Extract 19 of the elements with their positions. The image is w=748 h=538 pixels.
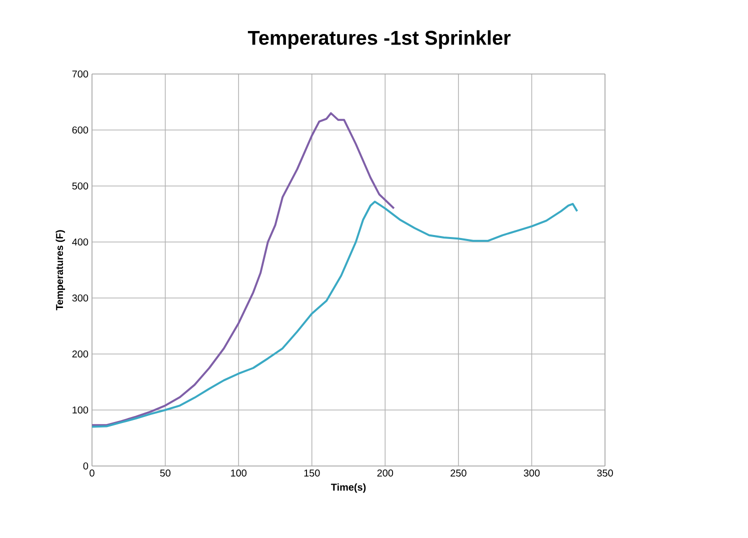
y-tick-label: 200 [72,350,88,358]
x-tick-label: 250 [450,470,466,477]
x-tick-label: 200 [377,470,394,477]
x-tick-label: 100 [231,470,246,477]
y-axis-title: Temperatures (F) [56,230,66,310]
x-tick-label: 50 [160,470,170,477]
y-tick-label: 300 [72,294,88,302]
x-tick-label: 300 [524,470,540,477]
x-tick-label: 350 [597,470,613,477]
y-tick-label: 500 [72,182,88,190]
x-tick-label: 0 [90,470,94,477]
y-tick-label: 0 [83,462,88,470]
y-tick-label: 600 [72,126,88,134]
y-tick-label: 400 [72,238,88,246]
y-tick-label: 100 [72,406,88,414]
y-tick-label: 700 [72,70,88,78]
x-axis-title: Time(s) [330,483,366,493]
x-tick-label: 150 [304,470,320,477]
chart-title: Temperatures -1st Sprinkler [248,30,511,49]
